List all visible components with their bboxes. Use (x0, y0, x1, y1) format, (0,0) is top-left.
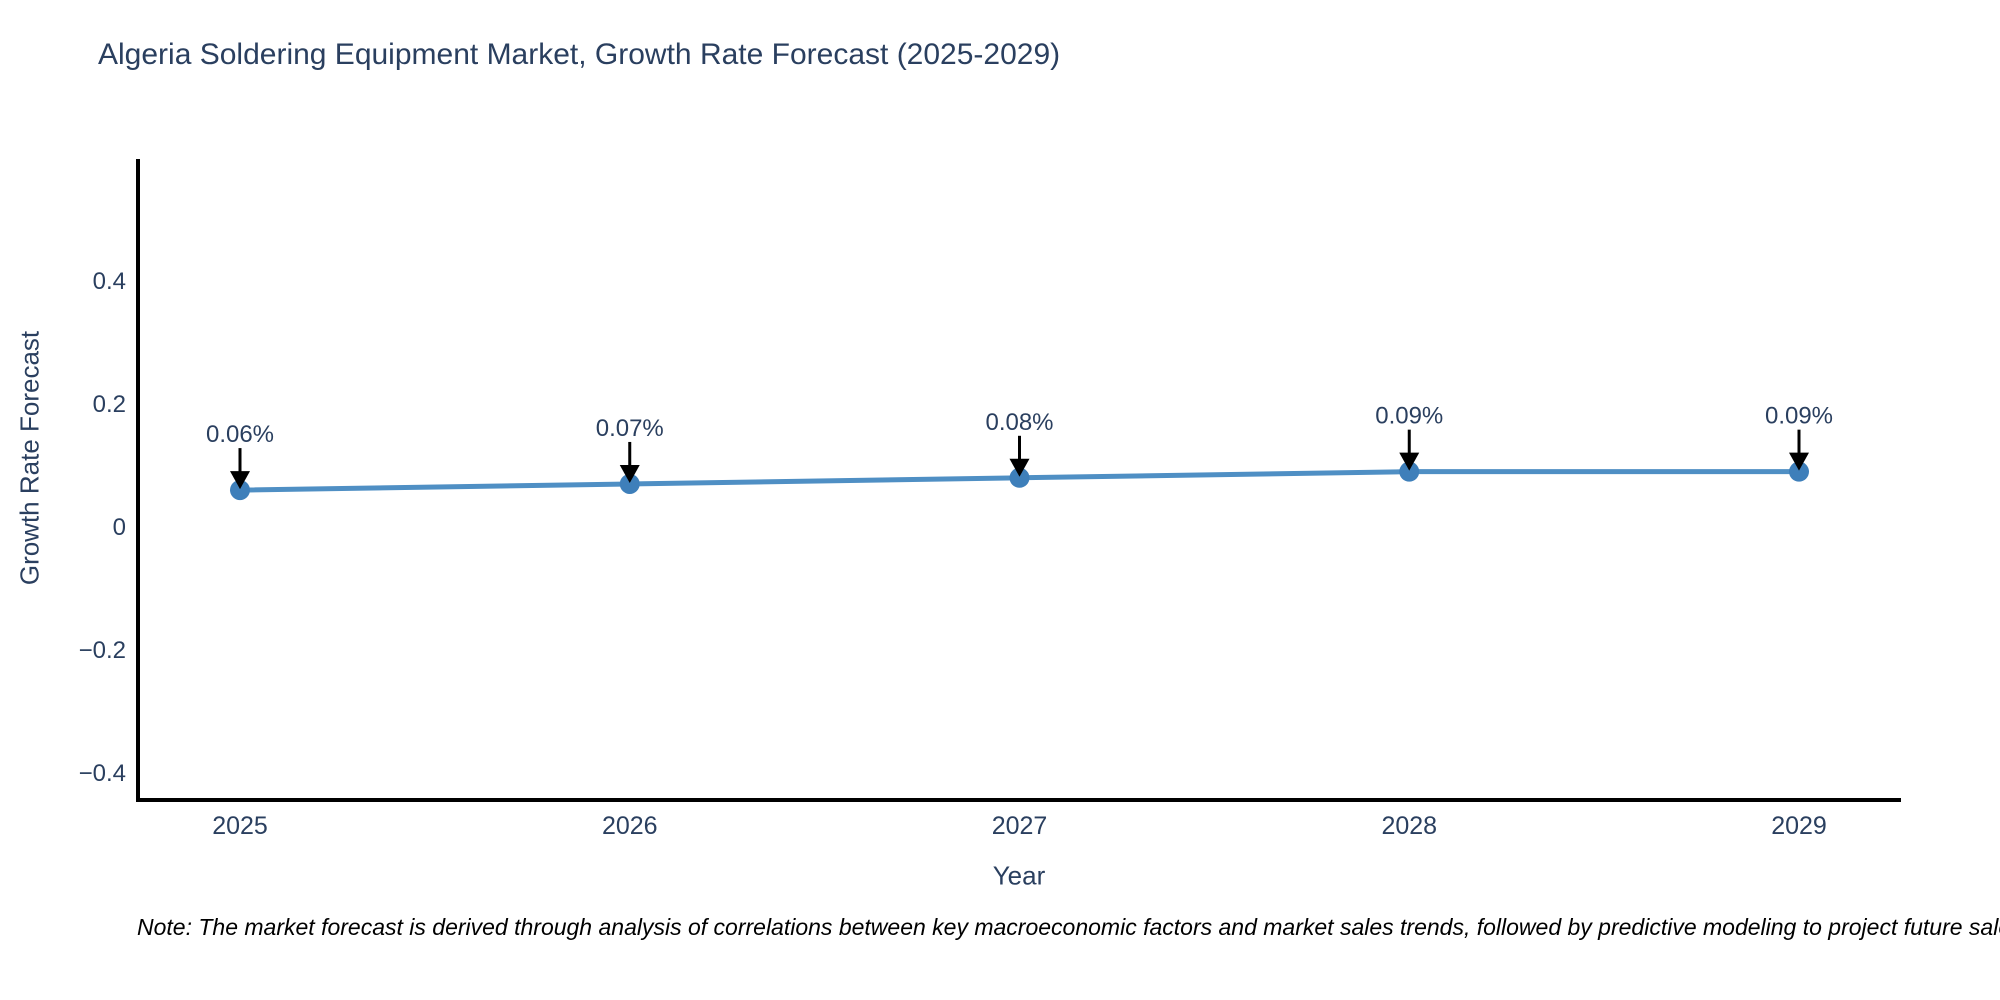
y-tick-label: 0.4 (93, 268, 126, 295)
y-tick-label: 0.2 (93, 391, 126, 418)
y-tick-label: −0.4 (79, 760, 126, 787)
x-tick-label: 2026 (602, 812, 658, 840)
data-point-marker (1399, 461, 1420, 482)
data-point-marker (619, 473, 640, 494)
annotation-arrowhead (1789, 452, 1809, 471)
x-tick-label: 2025 (212, 812, 268, 840)
data-point-marker (230, 480, 250, 501)
x-tick-label: 2028 (1381, 812, 1437, 840)
x-axis-title: Year (992, 860, 1046, 891)
y-tick-label: −0.2 (79, 637, 126, 664)
annotation-label: 0.06% (206, 421, 274, 448)
annotation-label: 0.09% (1375, 403, 1443, 430)
annotation-arrowhead (1009, 458, 1030, 477)
footnote: Note: The market forecast is derived thr… (137, 914, 2000, 940)
annotation-label: 0.09% (1765, 403, 1833, 430)
annotation-label: 0.07% (596, 415, 664, 442)
x-tick-label: 2027 (992, 812, 1048, 840)
data-point-marker (1789, 461, 1809, 482)
x-tick-label: 2029 (1771, 812, 1827, 840)
data-point-marker (1009, 467, 1030, 488)
annotation-arrowhead (1399, 452, 1420, 471)
y-tick-label: 0 (113, 514, 126, 541)
chart-title: Algeria Soldering Equipment Market, Grow… (98, 38, 1061, 71)
annotation-arrowhead (619, 464, 640, 483)
annotation-label: 0.08% (985, 409, 1053, 436)
annotation-arrowhead (230, 471, 250, 490)
